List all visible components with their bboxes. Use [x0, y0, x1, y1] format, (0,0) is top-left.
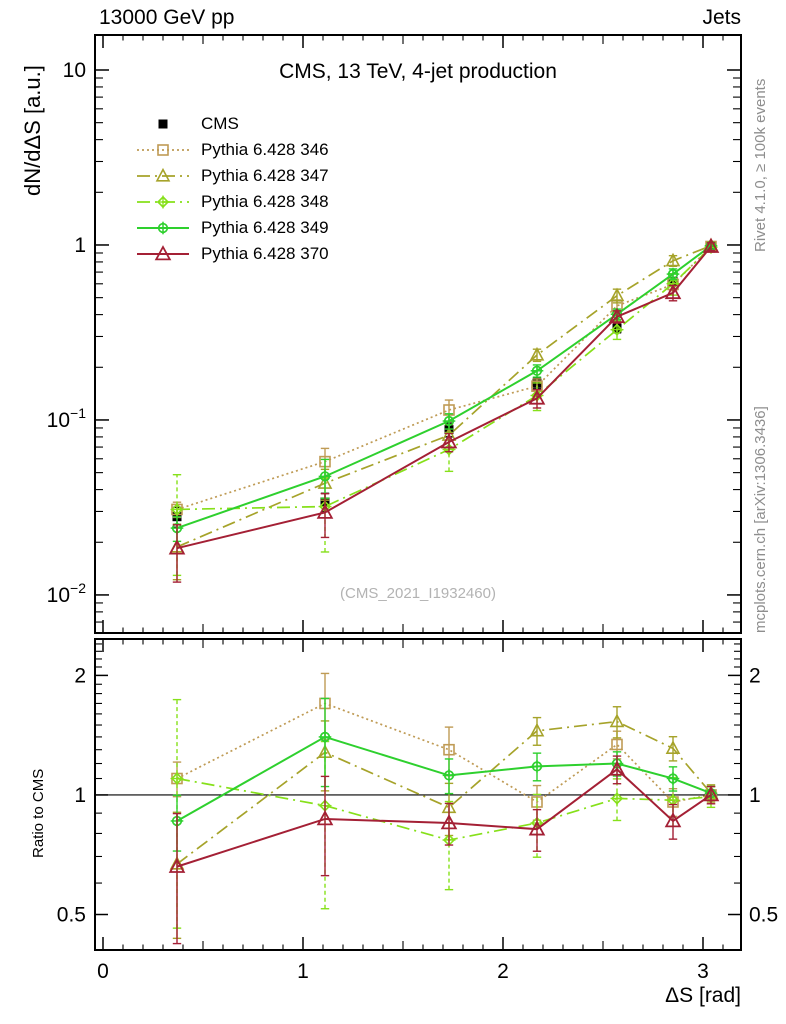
legend-marker-pythia-6-428-349	[137, 221, 189, 235]
svg-text:2: 2	[749, 664, 761, 687]
series-pythia-6-428-349	[170, 239, 718, 852]
legend-marker-pythia-6-428-348	[137, 195, 189, 209]
svg-text:0.5: 0.5	[57, 904, 86, 927]
legend-marker-pythia-6-428-346	[137, 144, 189, 156]
ratio-y-ticks	[95, 643, 741, 916]
legend-item-pythia-6-428-346: Pythia 6.428 346	[135, 137, 329, 163]
svg-text:1: 1	[74, 784, 86, 807]
plot-title: CMS, 13 TeV, 4-jet production	[279, 60, 557, 83]
ratio-y-axis-label: Ratio to CMS	[30, 768, 47, 858]
main-y-axis-label: dN/dΔS [a.u.]	[20, 65, 45, 196]
legend-item-cms: CMS	[135, 111, 329, 137]
svg-text:1: 1	[74, 234, 86, 257]
legend-marker-cms	[158, 119, 168, 129]
svg-text:10−1: 10−1	[47, 405, 87, 432]
legend-item-pythia-6-428-348: Pythia 6.428 348	[135, 189, 329, 215]
legend-marker-pythia-6-428-370	[137, 245, 189, 261]
svg-text:10: 10	[63, 59, 86, 82]
main-y-ticks	[95, 69, 741, 623]
svg-text:0.5: 0.5	[749, 904, 778, 927]
legend-item-pythia-6-428-370: Pythia 6.428 370	[135, 241, 329, 267]
legend-marker-pythia-6-428-347	[137, 167, 189, 182]
legend-label: CMS	[201, 114, 239, 133]
svg-text:2: 2	[74, 664, 86, 687]
rivet-version-note: Rivet 4.1.0, ≥ 100k events	[752, 78, 769, 252]
svg-text:1: 1	[297, 960, 309, 983]
analysis-id-watermark: (CMS_2021_I1932460)	[340, 585, 496, 602]
legend-label: Pythia 6.428 346	[201, 140, 329, 159]
x-ticks	[102, 35, 724, 950]
legend: CMS Pythia 6.428 346 Pythia 6.428 347 Pythi…	[135, 111, 329, 267]
svg-text:3: 3	[697, 960, 709, 983]
tick-labels: 10 1 10−1 10−2 2 2 1 1 0.5 0.5 0 1 2 3	[47, 59, 779, 983]
svg-text:1: 1	[749, 784, 761, 807]
series-pythia-6-428-346	[171, 240, 717, 821]
beam-energy-label: 13000 GeV pp	[99, 6, 235, 29]
svg-text:2: 2	[497, 960, 509, 983]
mcplots-reference-note: mcplots.cern.ch [arXiv:1306.3436]	[752, 406, 769, 633]
legend-item-pythia-6-428-349: Pythia 6.428 349	[135, 215, 329, 241]
svg-text:0: 0	[97, 960, 109, 983]
legend-label: Pythia 6.428 349	[201, 218, 329, 237]
legend-label: Pythia 6.428 347	[201, 166, 329, 185]
series-pythia-6-428-370	[168, 237, 720, 945]
legend-label: Pythia 6.428 348	[201, 192, 329, 211]
legend-label: Pythia 6.428 370	[201, 244, 329, 263]
x-axis-label: ΔS [rad]	[665, 984, 741, 1007]
svg-text:10−2: 10−2	[47, 580, 87, 607]
legend-item-pythia-6-428-347: Pythia 6.428 347	[135, 163, 329, 189]
process-label: Jets	[702, 6, 741, 29]
